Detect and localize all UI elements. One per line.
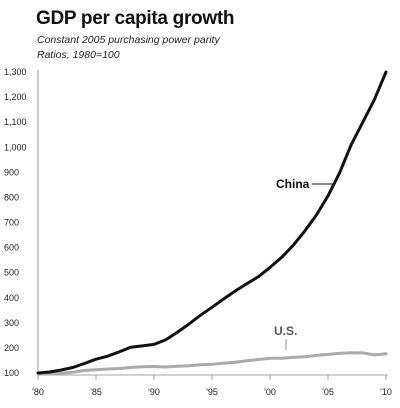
y-tick-label: 1,100 bbox=[4, 117, 27, 127]
y-tick-label: 500 bbox=[4, 268, 19, 278]
chart-series-labels: China U.S. bbox=[274, 177, 334, 350]
x-tick-label: '90 bbox=[148, 387, 160, 397]
chart-subtitle-line-1: Constant 2005 purchasing power parity bbox=[37, 34, 220, 46]
y-tick-label: 100 bbox=[4, 368, 19, 378]
x-tick-label: '00 bbox=[264, 387, 276, 397]
y-tick-label: 200 bbox=[4, 343, 19, 353]
y-tick-label: 1,200 bbox=[4, 92, 27, 102]
series-label-china: China bbox=[276, 177, 310, 191]
chart-title: GDP per capita growth bbox=[36, 8, 235, 29]
chart-axes: 100 200 300 400 500 600 700 800 900 1,000 1,100 1,2… bbox=[4, 67, 392, 397]
y-tick-label: 300 bbox=[4, 318, 19, 328]
x-tick-label: '95 bbox=[206, 387, 218, 397]
x-tick-label: '10 bbox=[380, 387, 392, 397]
series-label-us: U.S. bbox=[274, 324, 297, 338]
x-tick-label: '85 bbox=[90, 387, 102, 397]
y-tick-label: 600 bbox=[4, 243, 19, 253]
y-tick-label: 1,300 bbox=[4, 67, 27, 77]
x-tick-label: '05 bbox=[322, 387, 334, 397]
y-tick-label: 1,000 bbox=[4, 142, 27, 152]
y-tick-label: 900 bbox=[4, 167, 19, 177]
y-tick-label: 800 bbox=[4, 192, 19, 202]
x-tick-label: '80 bbox=[32, 387, 44, 397]
chart-subtitle-line-2: Ratios, 1980=100 bbox=[37, 49, 120, 61]
y-tick-label: 700 bbox=[4, 218, 19, 228]
chart-lines bbox=[36, 70, 388, 375]
series-line-us bbox=[36, 351, 388, 375]
series-line-china bbox=[36, 70, 388, 375]
y-tick-label: 400 bbox=[4, 293, 19, 303]
